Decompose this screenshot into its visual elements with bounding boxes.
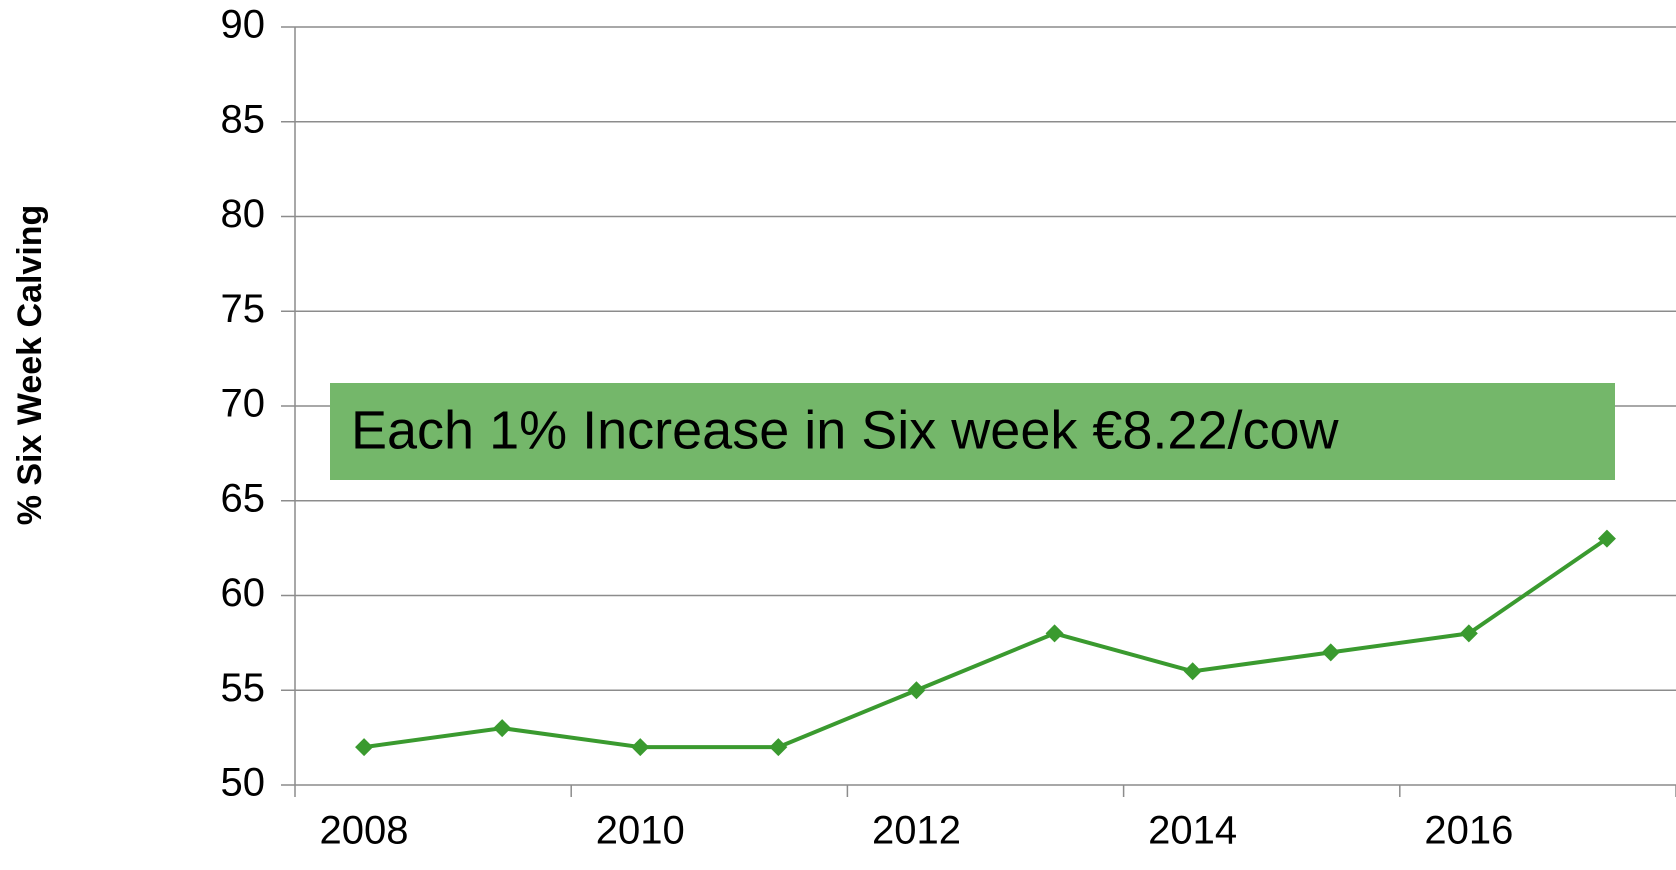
x-tick-label: 2008 [320, 809, 409, 853]
y-tick-label: 65 [221, 476, 266, 520]
x-tick-label: 2012 [872, 809, 961, 853]
y-tick-label: 90 [221, 3, 266, 47]
marker [1045, 624, 1064, 643]
y-tick-label: 85 [221, 97, 266, 141]
y-tick-label: 60 [221, 571, 266, 615]
y-tick-label: 55 [221, 666, 266, 710]
marker [1183, 662, 1202, 681]
y-axis-label: % Six Week Calving [11, 205, 49, 526]
marker [355, 738, 374, 757]
marker [769, 738, 788, 757]
marker [493, 719, 512, 738]
marker [631, 738, 650, 757]
y-tick-label: 80 [221, 192, 266, 236]
marker [1321, 643, 1340, 662]
x-tick-label: 2010 [596, 809, 685, 853]
marker [1459, 624, 1478, 643]
y-tick-label: 50 [221, 761, 266, 805]
y-tick-label: 75 [221, 287, 266, 331]
line [363, 537, 1609, 750]
marker [1597, 529, 1616, 548]
y-tick-label: 70 [221, 382, 266, 426]
annotation-box [330, 383, 1615, 480]
x-tick-label: 2016 [1424, 809, 1513, 853]
annotation: Each 1% Increase in Six week €8.22/cow [351, 400, 1340, 460]
marker [907, 681, 926, 700]
x-tick-label: 2014 [1148, 809, 1237, 853]
